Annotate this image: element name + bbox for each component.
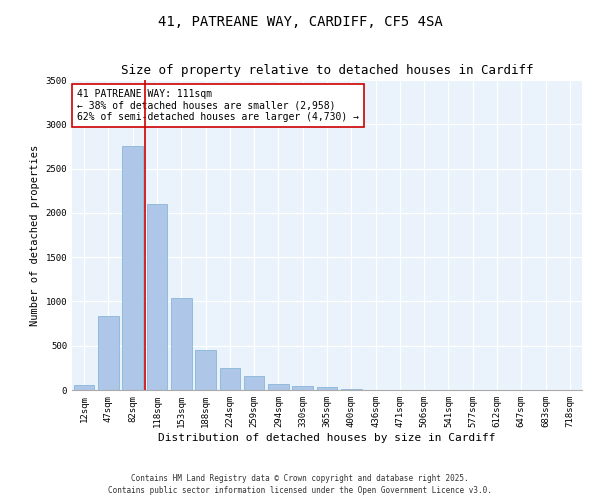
- Bar: [122, 146, 143, 390]
- Bar: [341, 388, 362, 390]
- Bar: [244, 376, 265, 390]
- Bar: [292, 386, 313, 390]
- Title: Size of property relative to detached houses in Cardiff: Size of property relative to detached ho…: [121, 64, 533, 78]
- Text: 41 PATREANE WAY: 111sqm
← 38% of detached houses are smaller (2,958)
62% of semi: 41 PATREANE WAY: 111sqm ← 38% of detache…: [77, 90, 359, 122]
- Bar: [317, 388, 337, 390]
- Text: 41, PATREANE WAY, CARDIFF, CF5 4SA: 41, PATREANE WAY, CARDIFF, CF5 4SA: [158, 15, 442, 29]
- Bar: [195, 350, 216, 390]
- Bar: [171, 298, 191, 390]
- X-axis label: Distribution of detached houses by size in Cardiff: Distribution of detached houses by size …: [158, 432, 496, 442]
- Bar: [268, 384, 289, 390]
- Bar: [98, 316, 119, 390]
- Bar: [146, 204, 167, 390]
- Bar: [220, 368, 240, 390]
- Y-axis label: Number of detached properties: Number of detached properties: [30, 144, 40, 326]
- Bar: [74, 385, 94, 390]
- Text: Contains HM Land Registry data © Crown copyright and database right 2025.
Contai: Contains HM Land Registry data © Crown c…: [108, 474, 492, 495]
